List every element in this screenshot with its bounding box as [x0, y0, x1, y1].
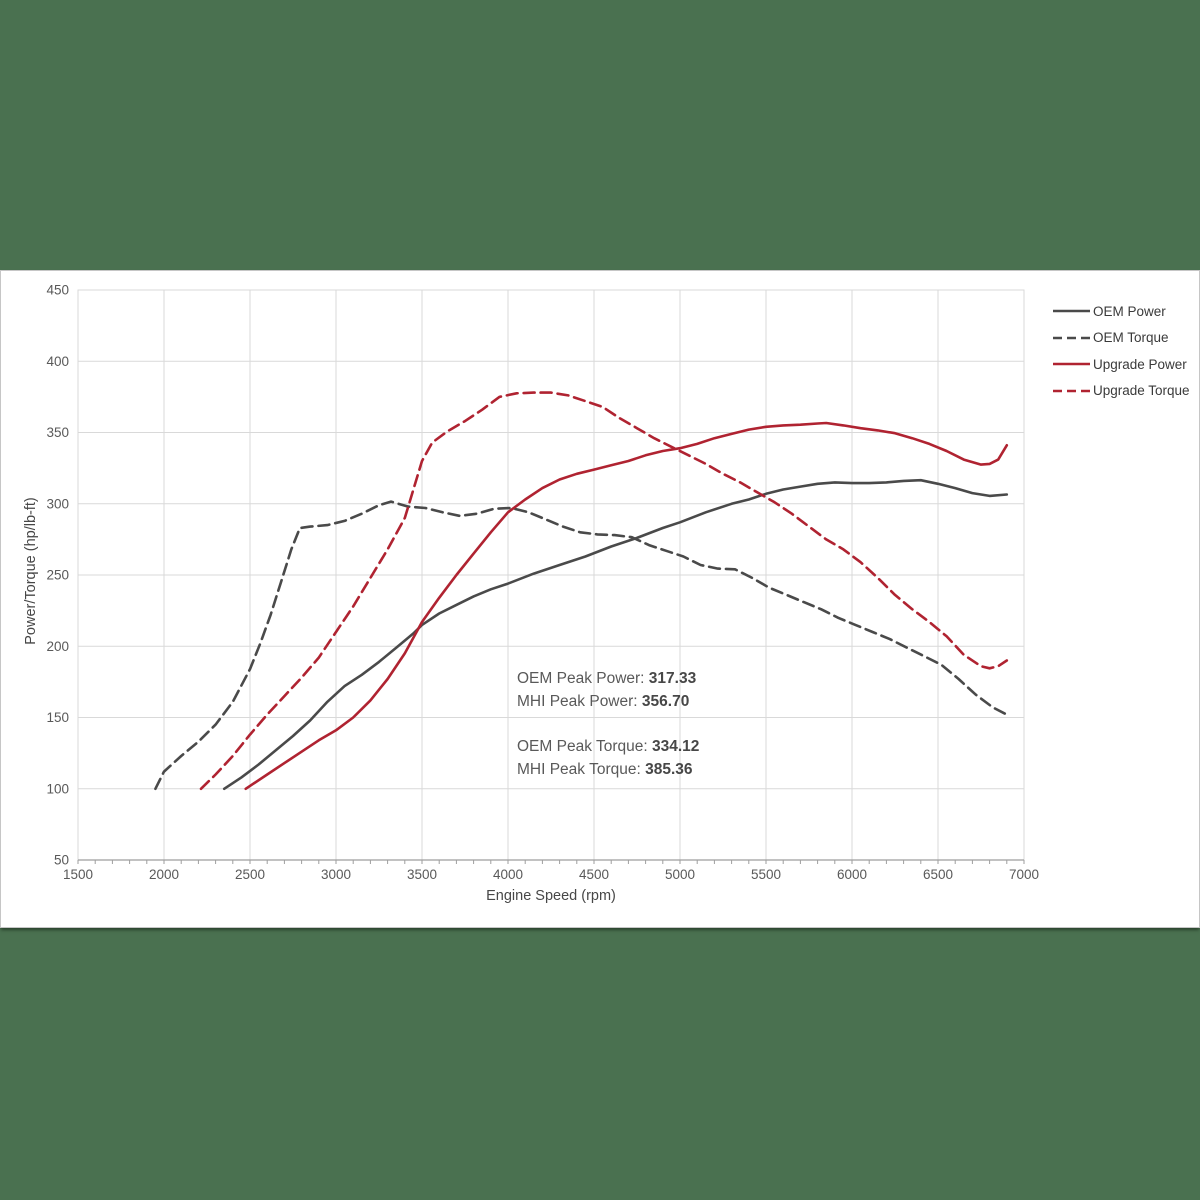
legend-item: OEM Power: [1053, 302, 1190, 320]
x-tick-label: 4000: [493, 867, 523, 882]
dyno-chart: 1500 2000 2500 3000 3500 4000 4500 5000 5500 6000…: [46, 283, 1039, 883]
legend-item-label: Upgrade Torque: [1093, 383, 1190, 398]
annotation-box: OEM Peak Power: 317.33 MHI Peak Power: 3…: [517, 667, 699, 803]
x-tick-label: 2000: [149, 867, 179, 882]
y-tick-label: 100: [46, 781, 69, 796]
legend-line-sample: [1053, 309, 1090, 313]
series-upgrade-power: [244, 421, 1009, 791]
legend-line-sample: [1053, 362, 1090, 366]
y-tick-label: 350: [46, 425, 69, 440]
legend: OEM Power OEM Torque Upgrade Power Upgrade …: [1053, 302, 1190, 408]
legend-item-label: OEM Power: [1093, 303, 1166, 319]
y-tick-label: 150: [46, 710, 69, 725]
x-tick-label: 3000: [321, 867, 351, 882]
y-tick-label: 50: [54, 853, 69, 868]
x-tick-label: 4500: [579, 867, 609, 882]
peak-stat-line: MHI Peak Power: 356.70: [517, 693, 690, 710]
x-tick-label: 3500: [407, 867, 437, 882]
legend-item-label: OEM Torque: [1093, 330, 1169, 345]
x-tick-label: 5500: [751, 867, 781, 882]
y-axis-title: Power/Torque (hp/lb-ft): [23, 497, 39, 645]
y-tick-label: 200: [46, 639, 69, 654]
y-tick-label: 300: [46, 496, 69, 511]
y-tick-label: 250: [46, 568, 69, 583]
y-tick-label: 400: [46, 354, 69, 369]
x-tick-label: 7000: [1009, 867, 1039, 882]
peak-power-stats: OEM Peak Power: 317.33 MHI Peak Power: 3…: [517, 667, 699, 713]
legend-item: Upgrade Power: [1053, 355, 1190, 373]
series-oem-power: [222, 478, 1009, 791]
x-tick-label: 5000: [665, 867, 695, 882]
peak-stat-line: OEM Peak Power: 317.33: [517, 670, 697, 687]
legend-item: OEM Torque: [1053, 329, 1190, 347]
peak-stat-line: OEM Peak Torque: 334.12: [517, 738, 700, 755]
legend-line-sample: [1053, 389, 1090, 392]
legend-line-sample: [1053, 336, 1090, 339]
x-tick-label: 6500: [923, 867, 953, 882]
series-oem-torque: [154, 500, 1009, 791]
legend-item-label: Upgrade Power: [1093, 356, 1187, 372]
x-tick-label: 1500: [63, 867, 93, 882]
x-tick-label: 2500: [235, 867, 265, 882]
chart-panel: 1500 2000 2500 3000 3500 4000 4500 5000 5500 6000…: [0, 270, 1200, 928]
peak-torque-stats: OEM Peak Torque: 334.12 MHI Peak Torque:…: [517, 735, 699, 781]
x-axis-title: Engine Speed (rpm): [486, 888, 616, 904]
y-tick-label: 450: [46, 283, 69, 298]
peak-stat-line: MHI Peak Torque: 385.36: [517, 761, 693, 778]
x-tick-label: 6000: [837, 867, 867, 882]
legend-item: Upgrade Torque: [1053, 382, 1190, 400]
